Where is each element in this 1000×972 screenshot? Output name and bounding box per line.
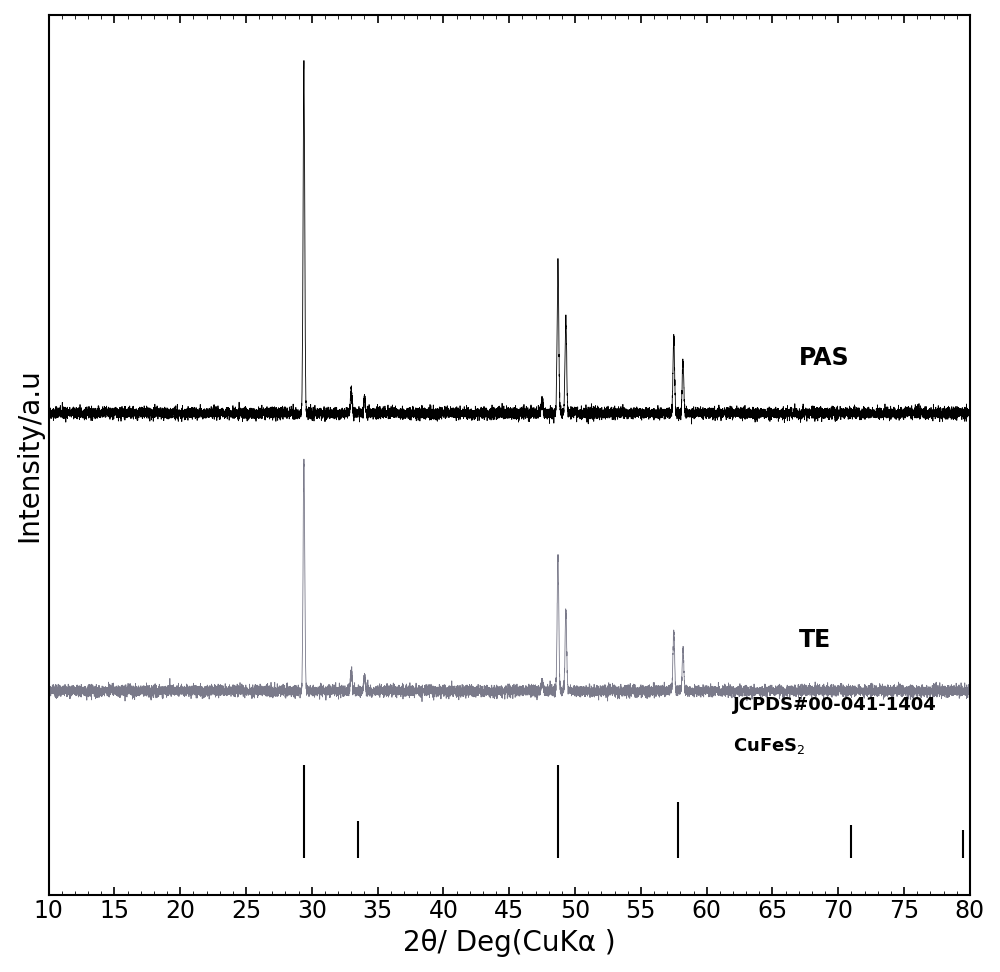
- Text: TE: TE: [799, 628, 831, 652]
- Text: PAS: PAS: [799, 346, 849, 369]
- Y-axis label: Intensity/a.u: Intensity/a.u: [15, 368, 43, 541]
- X-axis label: 2θ/ Deg(CuKα ): 2θ/ Deg(CuKα ): [403, 929, 616, 957]
- Text: JCPDS#00-041-1404: JCPDS#00-041-1404: [733, 696, 937, 713]
- Text: CuFeS$_2$: CuFeS$_2$: [733, 737, 805, 756]
